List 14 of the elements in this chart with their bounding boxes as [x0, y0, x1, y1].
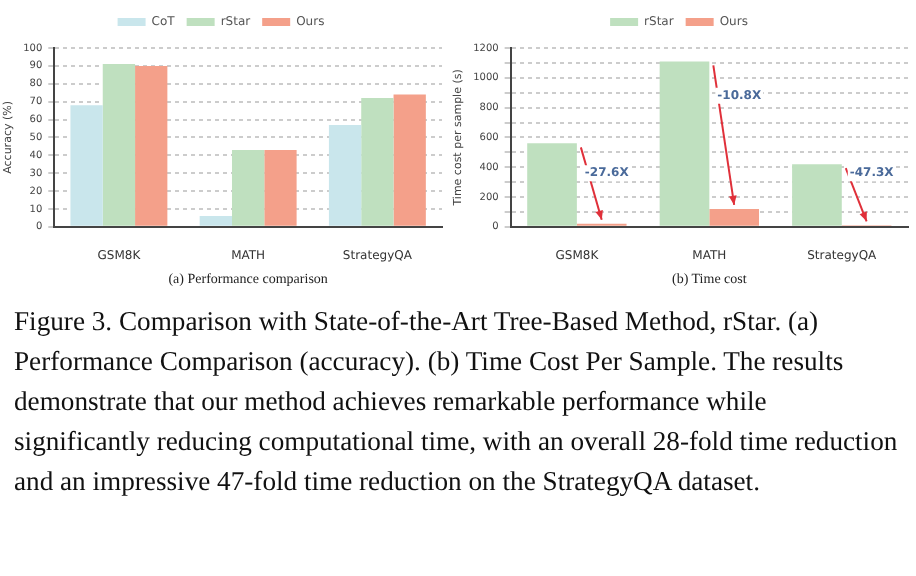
- bar: [792, 164, 842, 226]
- bar: [264, 149, 297, 226]
- bar: [199, 216, 232, 226]
- bar: [659, 61, 710, 226]
- caption: Figure 3. Comparison with State-of-the-Art Tree-Based Method, rStar. (a) Performance Comparison (accuracy). (b) Time Cost Per Sample. The results demonstrate that our method achieves remarkable performance while significantly reducing computational time, with an overall 28-fold time reduction and an impressive 47-fold time reduction on the StrategyQA dataset.: [12, 304, 900, 500]
- bar: [393, 94, 426, 226]
- bar: [231, 149, 265, 226]
- bar: [102, 64, 136, 226]
- bar: [135, 65, 168, 226]
- bar: [709, 208, 759, 226]
- bar: [70, 105, 103, 226]
- bar: [527, 143, 577, 226]
- bar: [328, 124, 362, 226]
- bar: [361, 98, 394, 226]
